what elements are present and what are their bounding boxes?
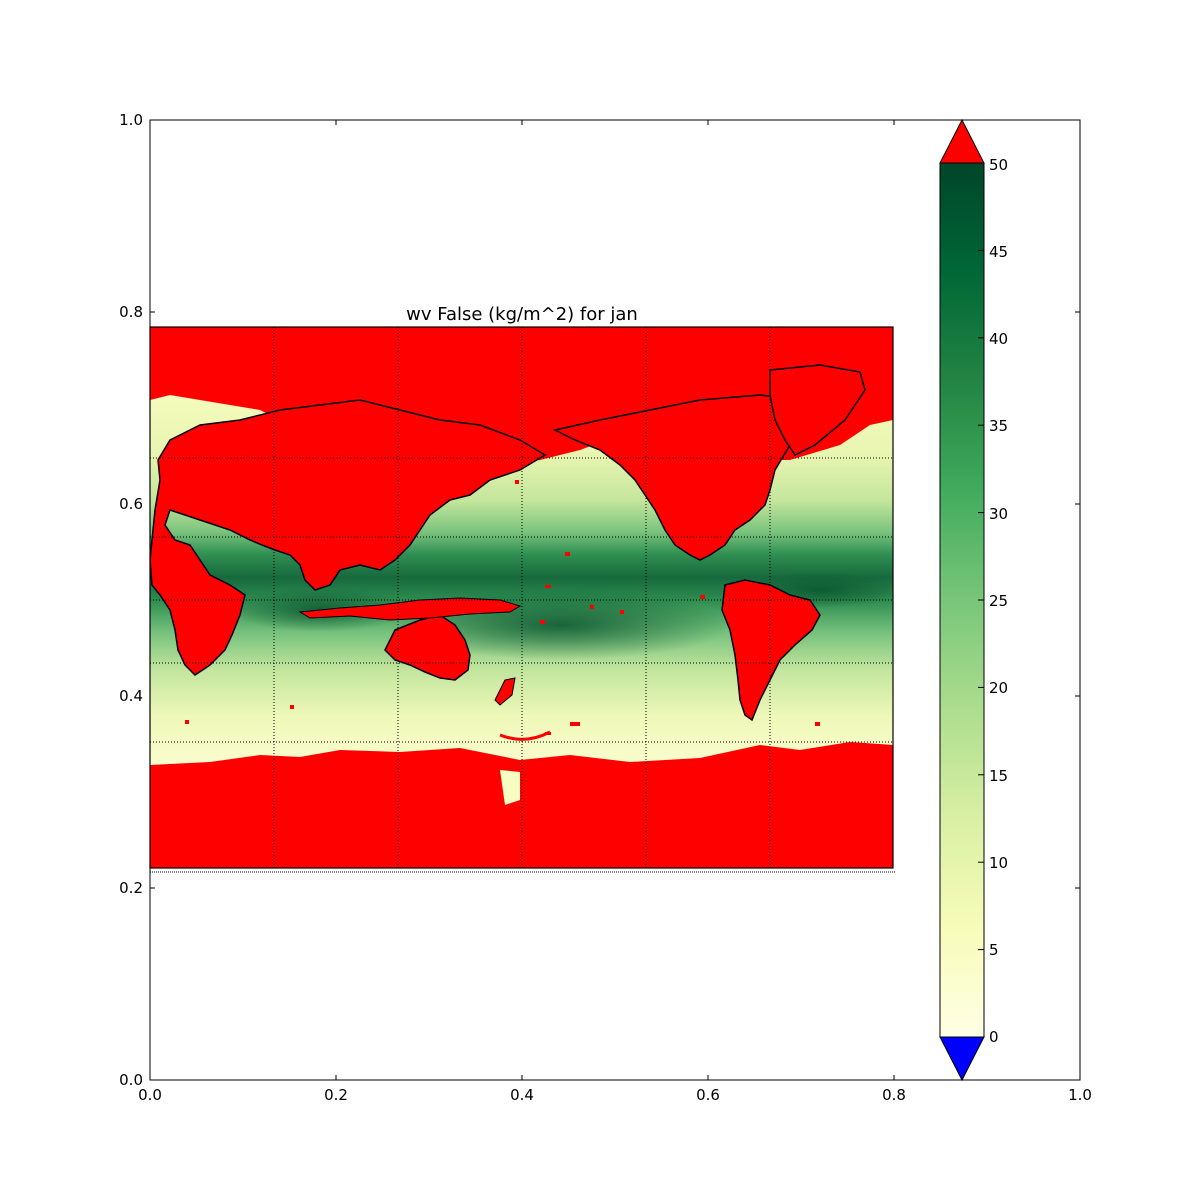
- eurasia-africa-landmass: [150, 399, 547, 676]
- y-tick-label: 0.6: [119, 495, 143, 513]
- colorbar-ticks: [978, 162, 984, 1038]
- x-tick-labels: 0.0 0.2 0.4 0.6 0.8 1.0: [138, 1086, 1092, 1104]
- y-tick-labels: 0.0 0.2 0.4 0.6 0.8 1.0: [119, 111, 143, 1089]
- greenland: [769, 364, 866, 456]
- x-tick-label: 0.4: [510, 1086, 534, 1104]
- x-tick-label: 0.0: [138, 1086, 162, 1104]
- y-tick-label: 1.0: [119, 111, 143, 129]
- map-frame: [149, 326, 894, 869]
- x-tick-label: 0.6: [696, 1086, 720, 1104]
- south-america-landmass: [721, 579, 821, 722]
- colorbar-tick-labels: 0 5 10 15 20 25 30 35 40 45 50: [989, 156, 1008, 1046]
- ross-sea-gap: [500, 770, 520, 805]
- colorbar-tick-label: 45: [989, 243, 1008, 261]
- colorbar-tick-label: 10: [989, 854, 1008, 872]
- colorbar-gradient: [939, 162, 985, 1038]
- colorbar-over-extension: [939, 118, 985, 164]
- maritime-continent: [298, 597, 522, 621]
- colorbar-tick-label: 40: [989, 330, 1008, 348]
- y-tick-label: 0.8: [119, 303, 143, 321]
- x-tick-label: 1.0: [1068, 1086, 1092, 1104]
- colorbar-tick-label: 15: [989, 767, 1008, 785]
- colorbar-tick-label: 50: [989, 156, 1008, 174]
- colorbar-tick-label: 25: [989, 592, 1008, 610]
- graticule: [150, 327, 893, 868]
- water-vapor-map: [150, 327, 893, 868]
- colorbar-tick-label: 20: [989, 679, 1008, 697]
- colorbar-tick-label: 35: [989, 417, 1008, 435]
- x-tick-label: 0.2: [324, 1086, 348, 1104]
- y-tick-label: 0.2: [119, 879, 143, 897]
- x-tick-label: 0.8: [882, 1086, 906, 1104]
- colorbar-tick-label: 5: [989, 941, 999, 959]
- y-tick-label: 0.4: [119, 687, 143, 705]
- colorbar: 0 5 10 15 20 25 30 35 40 45 50: [939, 118, 1008, 1082]
- y-tick-label: 0.0: [119, 1071, 143, 1089]
- colorbar-tick-label: 0: [989, 1028, 999, 1046]
- outer-axes-ticks: [149, 119, 1081, 1081]
- southern-ocean-arc: [499, 730, 551, 741]
- map-title: wv False (kg/m^2) for jan: [406, 304, 638, 325]
- new-zealand: [494, 677, 516, 706]
- colorbar-under-extension: [939, 1036, 985, 1082]
- colorbar-tick-label: 30: [989, 505, 1008, 523]
